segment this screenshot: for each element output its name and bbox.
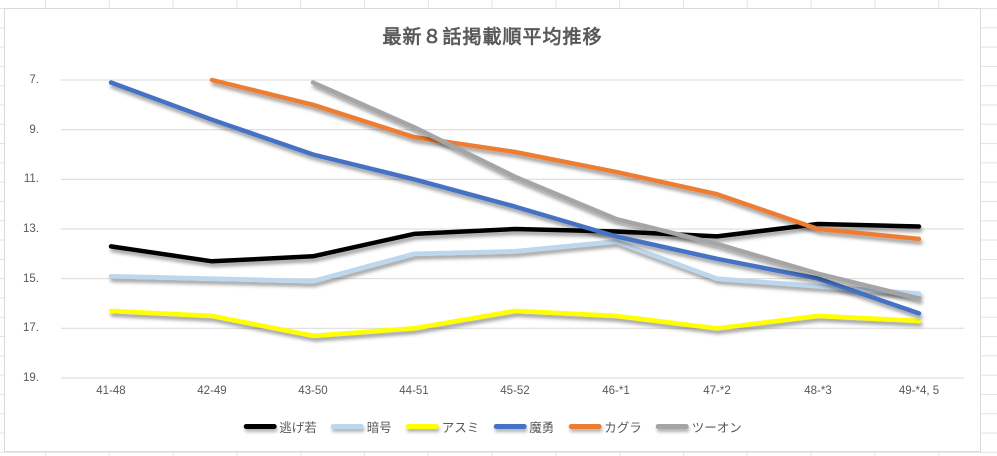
series-line-6[interactable] (310, 80, 922, 301)
y-axis-label: 7. (29, 74, 39, 86)
legend-label: 逃げ若 (279, 421, 317, 435)
legend-label: 魔勇 (529, 421, 555, 435)
x-axis-label: 49-*4, 5 (898, 385, 940, 397)
legend-label: アスミ (441, 421, 480, 435)
x-axis-label: 45-52 (500, 385, 530, 397)
chart-title: 最新８話掲載順平均推移 (382, 27, 603, 48)
y-axis-label: 17. (23, 322, 39, 335)
y-axis-label: 19. (23, 371, 39, 384)
legend-item[interactable]: アスミ (405, 417, 480, 436)
legend-label: ツーオン (691, 421, 742, 435)
legend-swatch (493, 424, 527, 429)
legend-item[interactable]: 暗号 (330, 417, 392, 436)
series-line-4[interactable] (108, 80, 922, 316)
legend-swatch (330, 424, 364, 429)
legend-swatch (655, 424, 689, 429)
legend-swatch (568, 424, 602, 429)
x-axis-label: 48-*3 (804, 385, 832, 397)
legend-item[interactable]: カグラ (568, 417, 642, 436)
line-chart-plot (61, 77, 964, 379)
legend-item[interactable]: ツーオン (655, 417, 742, 436)
legend-item[interactable]: 魔勇 (493, 417, 554, 436)
x-axis-label: 47-*2 (703, 385, 731, 397)
y-axis-label: 15. (23, 272, 39, 285)
y-axis-label: 11. (23, 173, 39, 186)
series-line-2[interactable] (108, 239, 922, 296)
legend-swatch (405, 424, 439, 429)
series-line-1[interactable] (108, 221, 922, 264)
x-axis-label: 44-51 (399, 385, 429, 397)
legend-item[interactable]: 逃げ若 (243, 417, 317, 436)
x-axis-label: 41-48 (96, 385, 126, 397)
series-line-3[interactable] (108, 308, 922, 338)
legend-label: 暗号 (366, 421, 392, 435)
legend-label: カグラ (604, 421, 642, 435)
y-axis-label: 13. (23, 222, 39, 235)
x-axis-label: 42-49 (197, 385, 227, 397)
chart-legend: 逃げ若 暗号 アスミ 魔勇 カグラ ツーオン (236, 417, 749, 436)
x-axis-label: 43-50 (298, 385, 328, 397)
series-line-5[interactable] (209, 77, 922, 242)
chart-object[interactable]: 最新８話掲載順平均推移 7. 9. 11. 13. 15. 17. 19. 41-48 42-… (4, 8, 981, 452)
x-axis-label: 46-*1 (602, 385, 630, 397)
y-axis-label: 9. (29, 123, 39, 136)
legend-swatch (243, 424, 277, 429)
